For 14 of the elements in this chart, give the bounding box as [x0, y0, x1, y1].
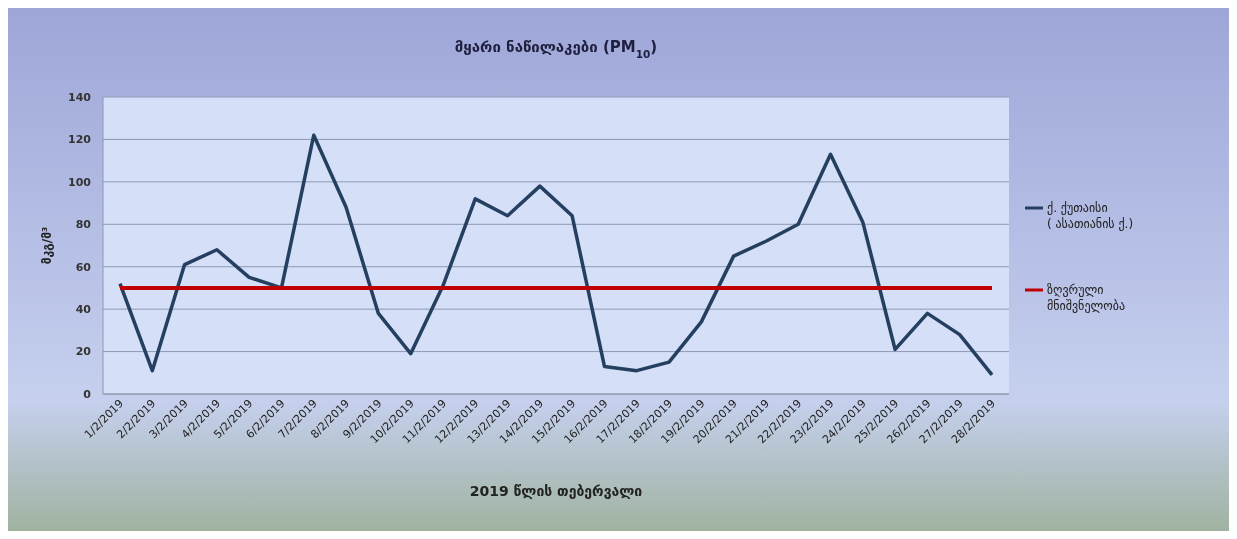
y-tick-label: 60: [75, 260, 92, 274]
legend-label: ზღვრული მნიშვნელობა: [1047, 283, 1125, 313]
y-tick-label: 0: [83, 387, 92, 401]
y-tick-label: 100: [68, 175, 92, 189]
y-tick-label: 140: [68, 90, 92, 104]
legend-label: ქ. ქუთაისი ( ასათიანის ქ.): [1047, 201, 1134, 231]
y-tick-label: 20: [75, 345, 92, 359]
y-axis-title: მკგ/მ³: [40, 226, 54, 265]
y-tick-label: 120: [68, 133, 92, 147]
line-series: [118, 133, 994, 377]
chart-title: მყარი ნაწილაკები (PM$_{10}$): [454, 38, 658, 60]
x-axis-title: 2019 წლის თებერვალი: [469, 483, 643, 499]
y-tick-label: 80: [75, 218, 92, 232]
y-tick-label: 40: [75, 302, 92, 316]
